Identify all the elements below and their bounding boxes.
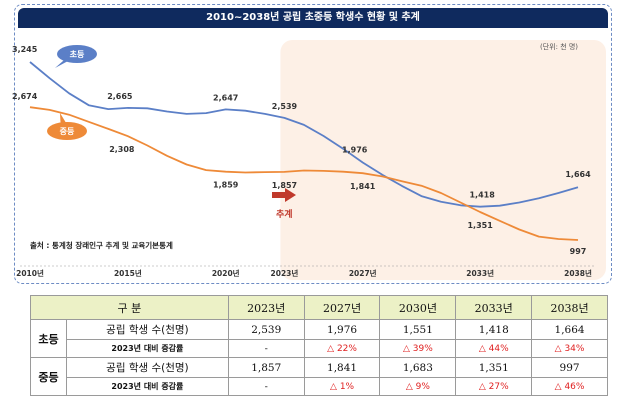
x-tick-label: 2023년 <box>271 268 299 278</box>
projection-label: 추계 <box>276 210 293 220</box>
data-label: 2,539 <box>272 102 298 111</box>
data-label: 2,674 <box>12 92 38 101</box>
x-tick-label: 2020년 <box>212 268 240 278</box>
table-header-cell: 2033년 <box>455 295 533 320</box>
table-cell: 1,857 <box>227 357 305 378</box>
table-cell: 1,841 <box>303 357 381 378</box>
change-cell: △ 34% <box>531 339 608 358</box>
change-cell: △ 22% <box>303 339 381 358</box>
row-label: 공립 학생 수(천명) <box>66 319 229 340</box>
change-cell: △ 39% <box>379 339 457 358</box>
data-label: 1,976 <box>342 145 368 154</box>
table-row: 중등 공립 학생 수(천명) 1,857 1,841 1,683 1,351 9… <box>30 357 608 396</box>
table-header-cell: 2038년 <box>531 295 608 320</box>
data-label: 1,857 <box>272 181 297 190</box>
data-label: 3,245 <box>12 45 38 54</box>
table-header-cell: 구 분 <box>30 295 229 320</box>
change-cell: △ 9% <box>379 377 457 396</box>
data-label: 2,647 <box>213 93 238 102</box>
row-label: 2023년 대비 증감률 <box>66 339 229 358</box>
table-cell: - <box>227 377 305 396</box>
x-tick-label: 2010년 <box>16 268 44 278</box>
source-note: 출처 : 통계청 장래인구 추계 및 교육기본통계 <box>30 241 173 250</box>
unit-note: (단위: 천 명) <box>540 43 579 51</box>
line-chart: 2010년 2015년 2020년 2023년 2027년 2033년 2038년 3,245… <box>12 40 606 280</box>
series-line-middle <box>29 106 579 241</box>
data-label: 997 <box>570 247 587 256</box>
x-tick-label: 2038년 <box>564 268 592 278</box>
projection-arrow-icon <box>272 188 296 202</box>
table-header-cell: 2030년 <box>379 295 457 320</box>
table-header-row: 구 분 2023년 2027년 2030년 2033년 2038년 <box>30 295 608 320</box>
legend-label: 중등 <box>60 127 75 136</box>
x-tick-label: 2027년 <box>349 268 377 278</box>
data-label: 1,664 <box>565 170 591 179</box>
callout-bubble <box>47 122 87 140</box>
table-cell: 1,418 <box>455 319 533 340</box>
data-label: 2,665 <box>107 92 133 101</box>
legend-label: 초등 <box>70 50 85 59</box>
callout-bubble <box>57 45 97 63</box>
group-label: 초등 <box>30 319 67 358</box>
x-tick-label: 2015년 <box>114 268 142 278</box>
table-row: 2023년 대비 증감률 - △ 22% △ 39% △ 44% △ 34% <box>31 339 608 358</box>
row-label: 공립 학생 수(천명) <box>66 357 229 378</box>
data-label: 1,418 <box>469 191 495 200</box>
table-cell: 1,976 <box>303 319 381 340</box>
change-cell: △ 27% <box>455 377 533 396</box>
group-label: 중등 <box>30 357 67 396</box>
data-label: 1,859 <box>213 181 239 190</box>
table-cell: 1,664 <box>531 319 608 340</box>
table-cell: 1,551 <box>379 319 457 340</box>
change-cell: △ 44% <box>455 339 533 358</box>
chart-title: 2010~2038년 공립 초중등 학생수 현황 및 추계 <box>18 8 608 28</box>
table-header-cell: 2023년 <box>227 295 305 320</box>
x-tick-label: 2033년 <box>466 268 494 278</box>
table-cell: 1,683 <box>379 357 457 378</box>
summary-table: 구 분 2023년 2027년 2030년 2033년 2038년 초등 공립 … <box>30 295 608 396</box>
data-label: 1,841 <box>350 182 376 191</box>
change-cell: △ 1% <box>303 377 381 396</box>
row-label: 2023년 대비 증감률 <box>66 377 229 396</box>
data-label: 2,308 <box>109 145 135 154</box>
table-cell: 2,539 <box>227 319 305 340</box>
table-cell: 997 <box>531 357 608 378</box>
table-header-cell: 2027년 <box>303 295 381 320</box>
table-cell: - <box>227 339 305 358</box>
table-row: 초등 공립 학생 수(천명) 2,539 1,976 1,551 1,418 1… <box>30 319 608 358</box>
change-cell: △ 46% <box>531 377 608 396</box>
table-row: 2023년 대비 증감률 - △ 1% △ 9% △ 27% △ 46% <box>31 377 608 396</box>
data-label: 1,351 <box>467 221 493 230</box>
projection-region <box>280 40 606 280</box>
table-cell: 1,351 <box>455 357 533 378</box>
series-line-elementary <box>29 61 579 208</box>
